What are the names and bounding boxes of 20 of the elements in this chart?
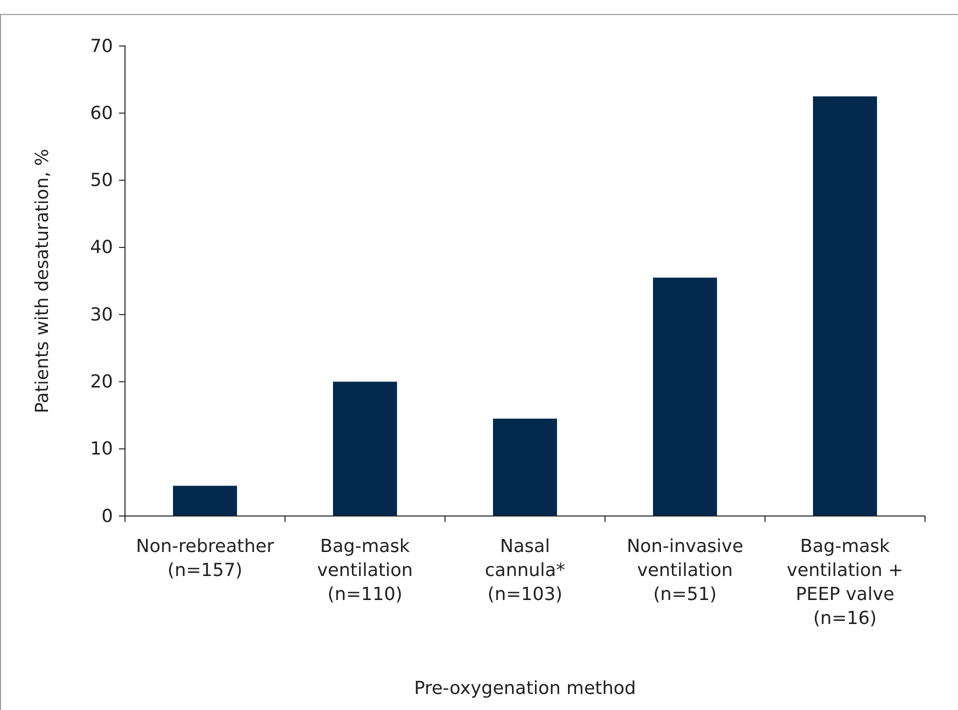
x-tick-label: Bag-mask ventilation + PEEP valve (n=16) [786, 536, 904, 629]
x-tick-label: Nasal cannula* (n=103) [484, 536, 566, 605]
bar [333, 382, 397, 516]
y-tick-label: 20 [90, 371, 113, 392]
y-tick-label: 50 [90, 170, 113, 192]
bar [813, 96, 877, 516]
y-tick-label: 10 [90, 438, 113, 460]
x-tick-label: Non-invasive ventilation (n=51) [626, 536, 744, 605]
y-tick-label: 70 [90, 36, 113, 57]
x-axis-title: Pre-oxygenation method [414, 678, 636, 699]
y-tick-label: 40 [90, 237, 113, 258]
bar [173, 486, 237, 516]
y-tick-label: 0 [102, 506, 113, 527]
y-tick-label: 30 [90, 304, 113, 326]
bar [653, 278, 717, 516]
x-tick-label: Bag-mask ventilation (n=110) [317, 536, 413, 605]
bar [493, 418, 557, 516]
y-axis-title: Patients with desaturation, % [32, 148, 53, 414]
y-tick-label: 60 [90, 102, 113, 124]
x-tick-label: Non-rebreather (n=157) [136, 536, 275, 581]
